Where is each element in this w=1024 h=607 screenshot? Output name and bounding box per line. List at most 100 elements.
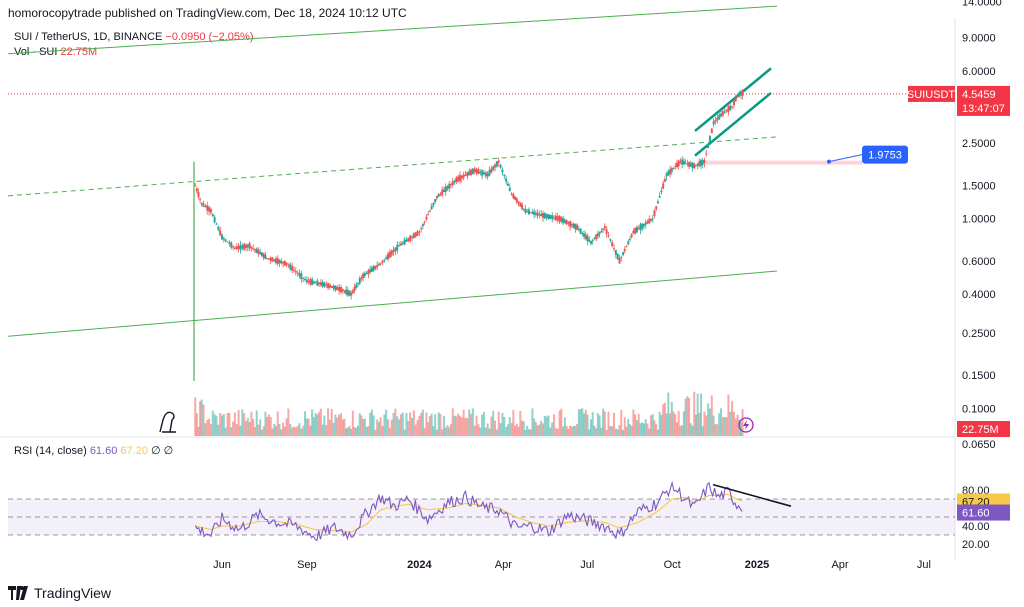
candle-body	[524, 208, 527, 213]
dino-icon-shape	[159, 411, 176, 433]
candle-body	[611, 242, 614, 246]
volume-bar	[584, 409, 587, 436]
candle-body	[435, 195, 438, 199]
candle-body	[475, 168, 478, 174]
candle-body	[307, 280, 310, 282]
volume-bar	[693, 391, 696, 436]
volume-bar	[527, 429, 530, 436]
candle-body	[336, 286, 339, 291]
volume-bar	[215, 416, 218, 436]
volume-bar	[547, 415, 550, 436]
candle-body	[506, 183, 509, 186]
volume-bar	[224, 427, 227, 436]
volume-bar	[577, 409, 580, 436]
candle-body	[627, 241, 630, 245]
footer: TradingView	[8, 585, 111, 601]
volume-bar	[466, 417, 469, 436]
candle-body	[338, 286, 341, 292]
candle-body	[494, 164, 497, 168]
annotation-dot	[827, 159, 831, 164]
symbol-label[interactable]: SUI / TetherUS, 1D, BINANCE	[14, 31, 163, 43]
volume-bar	[451, 408, 454, 436]
channel-mid-dashed-line	[7, 136, 778, 197]
volume-bar	[628, 424, 631, 436]
candle-body	[602, 228, 605, 230]
candle-body	[714, 120, 717, 122]
volume-bar	[616, 429, 619, 436]
volume-bar	[517, 426, 520, 436]
candle-body	[228, 242, 231, 244]
volume-bar	[264, 411, 267, 436]
volume-bar	[681, 425, 684, 436]
volume-bar	[387, 419, 390, 436]
footer-brand[interactable]: TradingView	[34, 585, 112, 601]
volume-bar	[336, 417, 339, 436]
volume-bar	[283, 426, 286, 436]
candle-body	[348, 291, 351, 296]
volume-bar	[271, 428, 274, 436]
candle-body	[486, 173, 489, 177]
candle-body	[682, 160, 685, 165]
volume-bar	[217, 424, 220, 436]
volume-bar	[642, 423, 645, 436]
volume-bar	[522, 421, 525, 436]
volume-bar	[379, 417, 382, 436]
candle-body	[202, 203, 205, 207]
candle-body	[403, 239, 406, 245]
volume-bar	[470, 413, 473, 436]
date-axis-tick: 2024	[407, 559, 432, 571]
candle-body	[526, 211, 529, 213]
volume-bar	[651, 414, 654, 436]
volume-bar	[545, 416, 548, 436]
candle-body	[292, 269, 295, 271]
candle-body	[399, 243, 402, 246]
volume-bar	[458, 415, 461, 436]
volume-bar	[653, 420, 656, 436]
volume-bar	[607, 411, 610, 436]
date-axis-tick: 2025	[745, 559, 769, 571]
volume-bar	[296, 425, 299, 436]
candle-body	[551, 215, 554, 220]
volume-bar	[353, 427, 356, 436]
volume-bar	[596, 413, 599, 436]
volume-bar	[595, 428, 598, 436]
candle-body	[197, 192, 200, 197]
rsi-label[interactable]: RSI (14, close)	[14, 445, 87, 457]
volume-bar	[444, 427, 447, 436]
date-axis-tick: Apr	[831, 559, 848, 571]
volume-bar	[232, 421, 235, 436]
volume-bar	[630, 425, 633, 436]
rsi-tag-box	[957, 504, 1010, 521]
volume-bar	[312, 417, 315, 436]
support-zone	[706, 160, 862, 165]
volume-bar	[435, 429, 438, 436]
volume-bar	[721, 417, 724, 436]
volume-bar	[332, 422, 335, 436]
candle-body	[644, 222, 647, 225]
volume-bar	[574, 425, 577, 436]
candle-body	[607, 235, 610, 237]
rsi-ma-value: 67.20	[120, 445, 148, 457]
price-axis-tick: 0.4000	[962, 289, 996, 301]
candle-body	[405, 239, 408, 242]
candle-body	[490, 168, 493, 173]
candle-body	[199, 198, 202, 200]
volume-bar	[572, 426, 575, 436]
candle-body	[492, 166, 495, 171]
candle-body	[309, 279, 312, 285]
volume-bar	[369, 412, 372, 436]
candle-body	[488, 170, 491, 176]
candle-body	[464, 174, 467, 176]
volume-bar	[206, 420, 209, 436]
candle-body	[503, 175, 506, 177]
volume-bar	[732, 411, 735, 436]
candle-body	[321, 281, 324, 287]
candle-body	[515, 198, 518, 203]
volume-bar	[497, 411, 500, 436]
volume-bar	[672, 411, 675, 436]
volume-bar	[576, 423, 579, 436]
volume-bar	[464, 418, 467, 436]
candle-body	[305, 279, 308, 283]
volume-bar	[514, 425, 517, 436]
